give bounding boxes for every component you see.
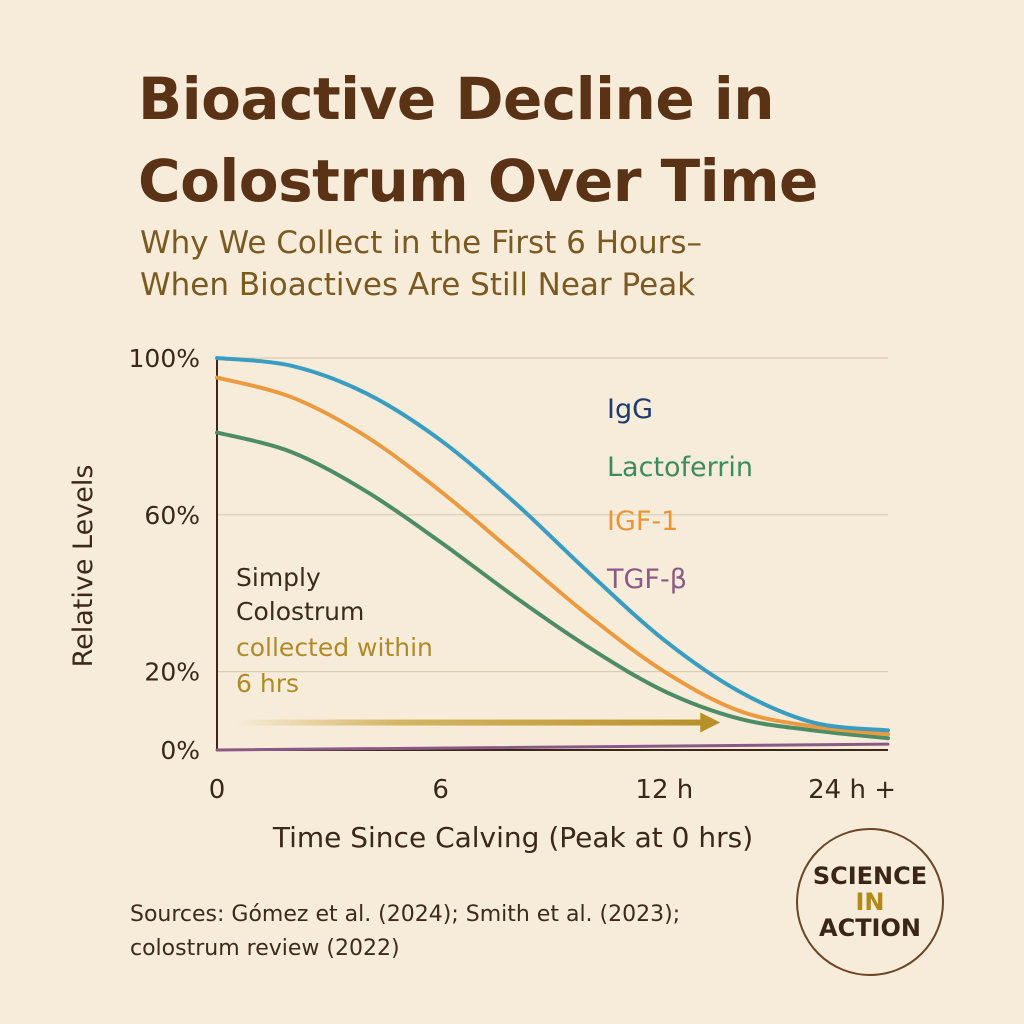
subtitle-line-2: When Bioactives Are Still Near Peak [140, 267, 696, 303]
sources-note: Sources: Gómez et al. (2024); Smith et a… [130, 898, 770, 966]
annotation-line-3: collected within [236, 633, 433, 662]
subtitle: Why We Collect in the First 6 Hours– Whe… [140, 222, 940, 306]
arrow-head [700, 712, 721, 733]
axes [216, 358, 888, 751]
legend-entry: TGF-β [606, 564, 687, 595]
series-line-igg [215, 356, 890, 733]
arrow-shaft [235, 719, 705, 726]
subtitle-line-1: Why We Collect in the First 6 Hours– [140, 225, 703, 261]
badge-line-2: IN [855, 888, 885, 916]
legend-entry: IgG [607, 394, 653, 425]
x-tick-label: 12 h [635, 775, 693, 805]
y-tick-label: 100% [129, 344, 200, 373]
series-lines [215, 356, 890, 752]
legend-entry: IGF-1 [607, 506, 678, 537]
y-axis-title: Relative Levels [68, 465, 99, 668]
series-line-igf-1 [215, 375, 890, 737]
y-tick-label: 60% [144, 501, 200, 530]
annotation: Simply Colostrum collected within 6 hrs [236, 563, 433, 698]
page-title: Bioactive Decline in Colostrum Over Time [138, 58, 978, 222]
sources-line-1: Sources: Gómez et al. (2024); Smith et a… [130, 902, 681, 927]
badge-line-1: SCIENCE [812, 862, 928, 890]
annotation-line-4: 6 hrs [236, 669, 299, 698]
legend-entry: Lactoferrin [607, 452, 753, 483]
x-tick-label: 24 h + [808, 775, 896, 805]
collection-window-arrow [235, 712, 721, 733]
science-in-action-badge: SCIENCE IN ACTION [796, 828, 944, 976]
y-tick-label: 0% [160, 736, 200, 765]
badge-line-3: ACTION [819, 914, 921, 942]
series-line-tgf [215, 742, 890, 752]
title-line-1: Bioactive Decline in [138, 65, 775, 133]
sources-line-2: colostrum review (2022) [130, 936, 400, 961]
annotation-line-2: Colostrum [236, 597, 364, 626]
title-line-2: Colostrum Over Time [138, 147, 818, 215]
y-tick-label: 20% [144, 658, 200, 687]
series-line-lactoferrin [215, 430, 890, 741]
axis-labels: 0% 20% 60% 100% 0 6 12 h 24 h + Relative Levels T… [68, 344, 896, 854]
x-tick-label: 0 [209, 775, 226, 805]
gridlines [217, 357, 888, 673]
x-tick-label: 6 [432, 775, 449, 805]
legend: IgG Lactoferrin IGF-1 TGF-β [606, 394, 753, 595]
x-axis-title: Time Since Calving (Peak at 0 hrs) [272, 821, 753, 854]
annotation-line-1: Simply [236, 563, 321, 592]
line-chart: 0% 20% 60% 100% 0 6 12 h 24 h + Relative Levels T… [68, 344, 896, 854]
